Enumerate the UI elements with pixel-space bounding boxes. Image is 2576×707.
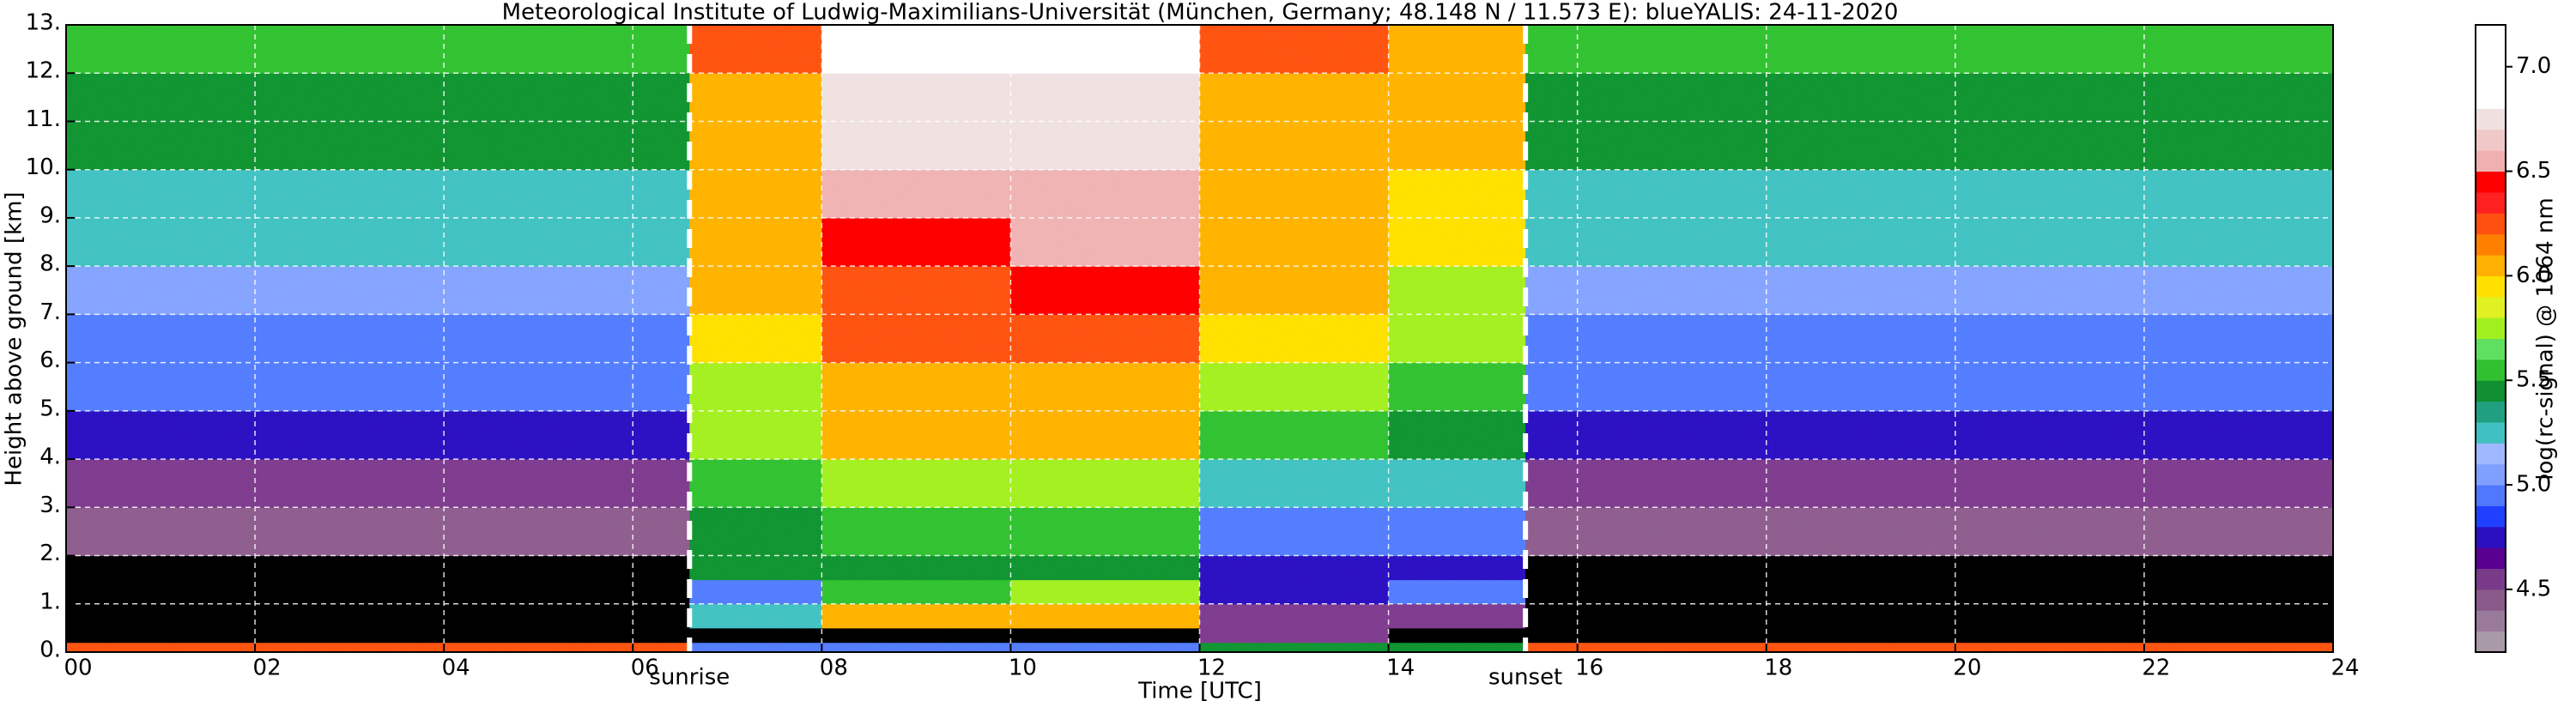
colorbar-swatch	[2476, 338, 2506, 360]
colorbar-swatch	[2476, 610, 2506, 632]
colorbar-swatch	[2476, 213, 2506, 235]
y-tick-label: 2.	[39, 541, 61, 566]
colorbar-swatch	[2476, 443, 2506, 465]
y-tick-label: 5.	[39, 396, 61, 421]
colorbar-swatch	[2476, 275, 2506, 298]
colorbar-swatch	[2476, 150, 2506, 172]
colorbar-swatch	[2476, 463, 2506, 486]
y-tick-label: 11.	[26, 106, 61, 132]
annotation-label: sunset	[1488, 665, 1562, 691]
x-tick-label: 00	[64, 656, 92, 681]
colorbar-swatch	[2476, 191, 2506, 214]
y-tick-label: 13.	[26, 10, 61, 36]
x-tick-label: 22	[2142, 656, 2170, 681]
y-tick-label: 12.	[26, 58, 61, 84]
colorbar-swatch	[2476, 380, 2506, 402]
y-tick-label: 9.	[39, 202, 61, 228]
colorbar-frame	[2475, 24, 2506, 653]
colorbar-swatch	[2476, 401, 2506, 423]
colorbar-swatch	[2476, 108, 2506, 130]
colorbar-swatch	[2476, 505, 2506, 528]
colorbar-swatch	[2476, 255, 2506, 276]
colorbar-swatch	[2476, 568, 2506, 590]
x-tick-label: 16	[1575, 656, 1603, 681]
y-tick-label: 1.	[39, 589, 61, 614]
colorbar-swatch	[2476, 421, 2506, 444]
colorbar-swatch	[2476, 589, 2506, 611]
colorbar-swatch	[2476, 296, 2506, 318]
x-tick-label: 10	[1009, 656, 1037, 681]
colorbar-tick-label: 4.5	[2516, 576, 2551, 601]
colorbar-swatch	[2476, 66, 2506, 88]
y-tick-label: 6.	[39, 347, 61, 373]
colorbar-swatch	[2476, 233, 2506, 256]
x-axis-label: Time [UTC]	[1137, 679, 1262, 704]
x-tick-label: 24	[2331, 656, 2359, 681]
x-tick-label: 06	[631, 656, 659, 681]
y-axis-label: Height above ground [km]	[2, 191, 27, 486]
x-tick-label: 08	[820, 656, 848, 681]
x-tick-label: 18	[1764, 656, 1792, 681]
colorbar-label: log(rc-signal) @ 1064 nm	[2533, 197, 2559, 480]
colorbar-swatch	[2476, 45, 2506, 68]
annotation-label: sunrise	[649, 665, 730, 691]
y-tick-label: 7.	[39, 299, 61, 325]
colorbar-swatch	[2476, 317, 2506, 339]
colorbar-swatch	[2476, 25, 2506, 46]
y-tick-label: 10.	[26, 154, 61, 180]
colorbar-swatch	[2476, 129, 2506, 151]
x-tick-label: 04	[442, 656, 470, 681]
colorbar-swatch	[2476, 88, 2506, 109]
colorbar-tick-label: 5.0	[2516, 472, 2551, 498]
colorbar-tick-label: 6.5	[2516, 158, 2551, 184]
colorbar-tick-label: 7.0	[2516, 53, 2551, 79]
x-tick-label: 20	[1953, 656, 1981, 681]
colorbar-swatch	[2476, 526, 2506, 548]
y-tick-label: 3.	[39, 492, 61, 518]
x-tick-label: 12	[1197, 656, 1226, 681]
y-tick-label: 8.	[39, 251, 61, 277]
y-tick-label: 0.	[39, 638, 61, 663]
x-tick-label: 14	[1386, 656, 1415, 681]
colorbar-tick-label: 6.0	[2516, 263, 2551, 288]
colorbar-tick-label: 5.5	[2516, 367, 2551, 393]
y-tick-label: 4.	[39, 444, 61, 470]
colorbar-swatch	[2476, 359, 2506, 381]
colorbar-swatch	[2476, 547, 2506, 570]
x-tick-label: 02	[253, 656, 282, 681]
colorbar-swatch	[2476, 171, 2506, 193]
colorbar-swatch	[2476, 631, 2506, 653]
chart-title: Meteorological Institute of Ludwig-Maxim…	[502, 0, 1899, 26]
plot-frame	[65, 24, 2334, 653]
colorbar-swatch	[2476, 485, 2506, 506]
